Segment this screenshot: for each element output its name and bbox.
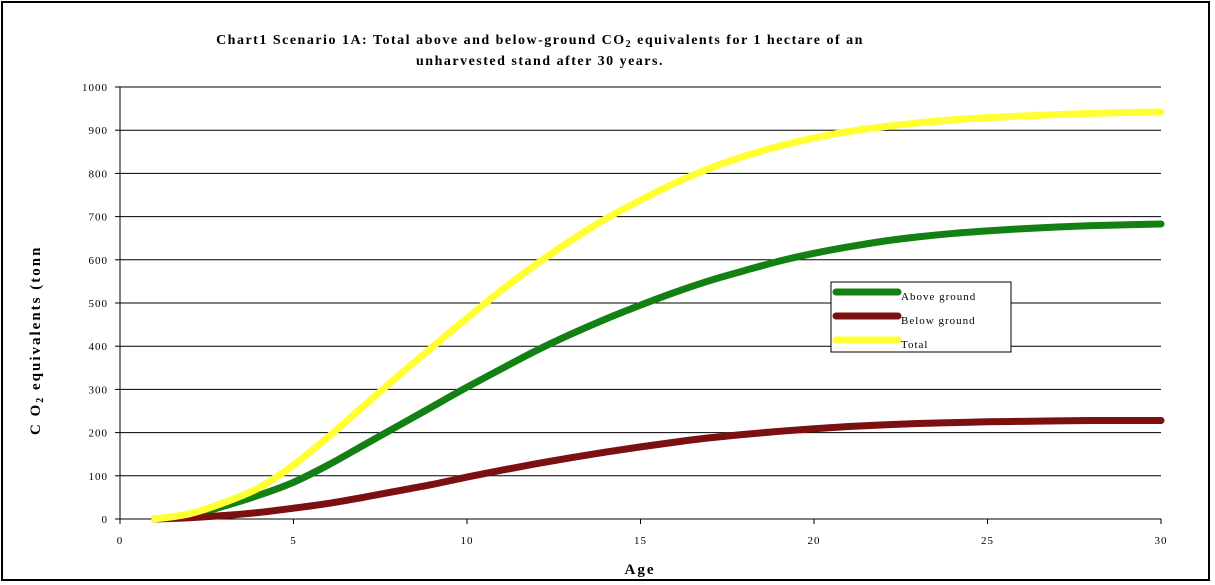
x-tick-label: 5 (290, 535, 297, 547)
legend-label-below-ground: Below ground (901, 315, 976, 327)
y-tick-label: 400 (89, 341, 109, 353)
x-tick-label: 25 (981, 535, 994, 547)
x-tick-label: 20 (808, 535, 821, 547)
axes (115, 86, 1162, 524)
legend-label-total: Total (901, 339, 928, 351)
x-tick-label: 10 (461, 535, 474, 547)
x-tick-label: 0 (117, 535, 124, 547)
y-tick-label: 0 (102, 514, 109, 526)
x-tick-label: 15 (634, 535, 647, 547)
y-tick-label: 200 (89, 428, 109, 440)
y-tick-label: 900 (89, 125, 109, 137)
y-axis-label: C O2 equivalents (tonn (28, 246, 46, 435)
y-tick-label: 100 (89, 471, 109, 483)
series-line-total (151, 108, 1165, 523)
y-tick-label: 1000 (82, 82, 108, 94)
y-tick-label: 800 (89, 168, 109, 180)
y-tick-label: 600 (89, 255, 109, 267)
legend: Above ground Below ground Total (830, 281, 1012, 353)
legend-label-above-ground: Above ground (901, 291, 976, 303)
tick-labels: 0 100 200 300 400 500 600 700 800 900 1000 0 5 10 15 20… (82, 82, 1168, 547)
chart-title-line1: Chart1 Scenario 1A: Total above and belo… (216, 33, 864, 50)
series-line-above-ground (151, 220, 1165, 523)
y-tick-label: 300 (89, 384, 109, 396)
series-lines (151, 108, 1165, 523)
y-tick-label: 500 (89, 298, 109, 310)
y-tick-label: 700 (89, 212, 109, 224)
chart-title-line2: unharvested stand after 30 years. (416, 54, 664, 69)
x-axis-label: Age (625, 562, 656, 578)
x-tick-label: 30 (1155, 535, 1168, 547)
series-line-below-ground (151, 416, 1165, 523)
